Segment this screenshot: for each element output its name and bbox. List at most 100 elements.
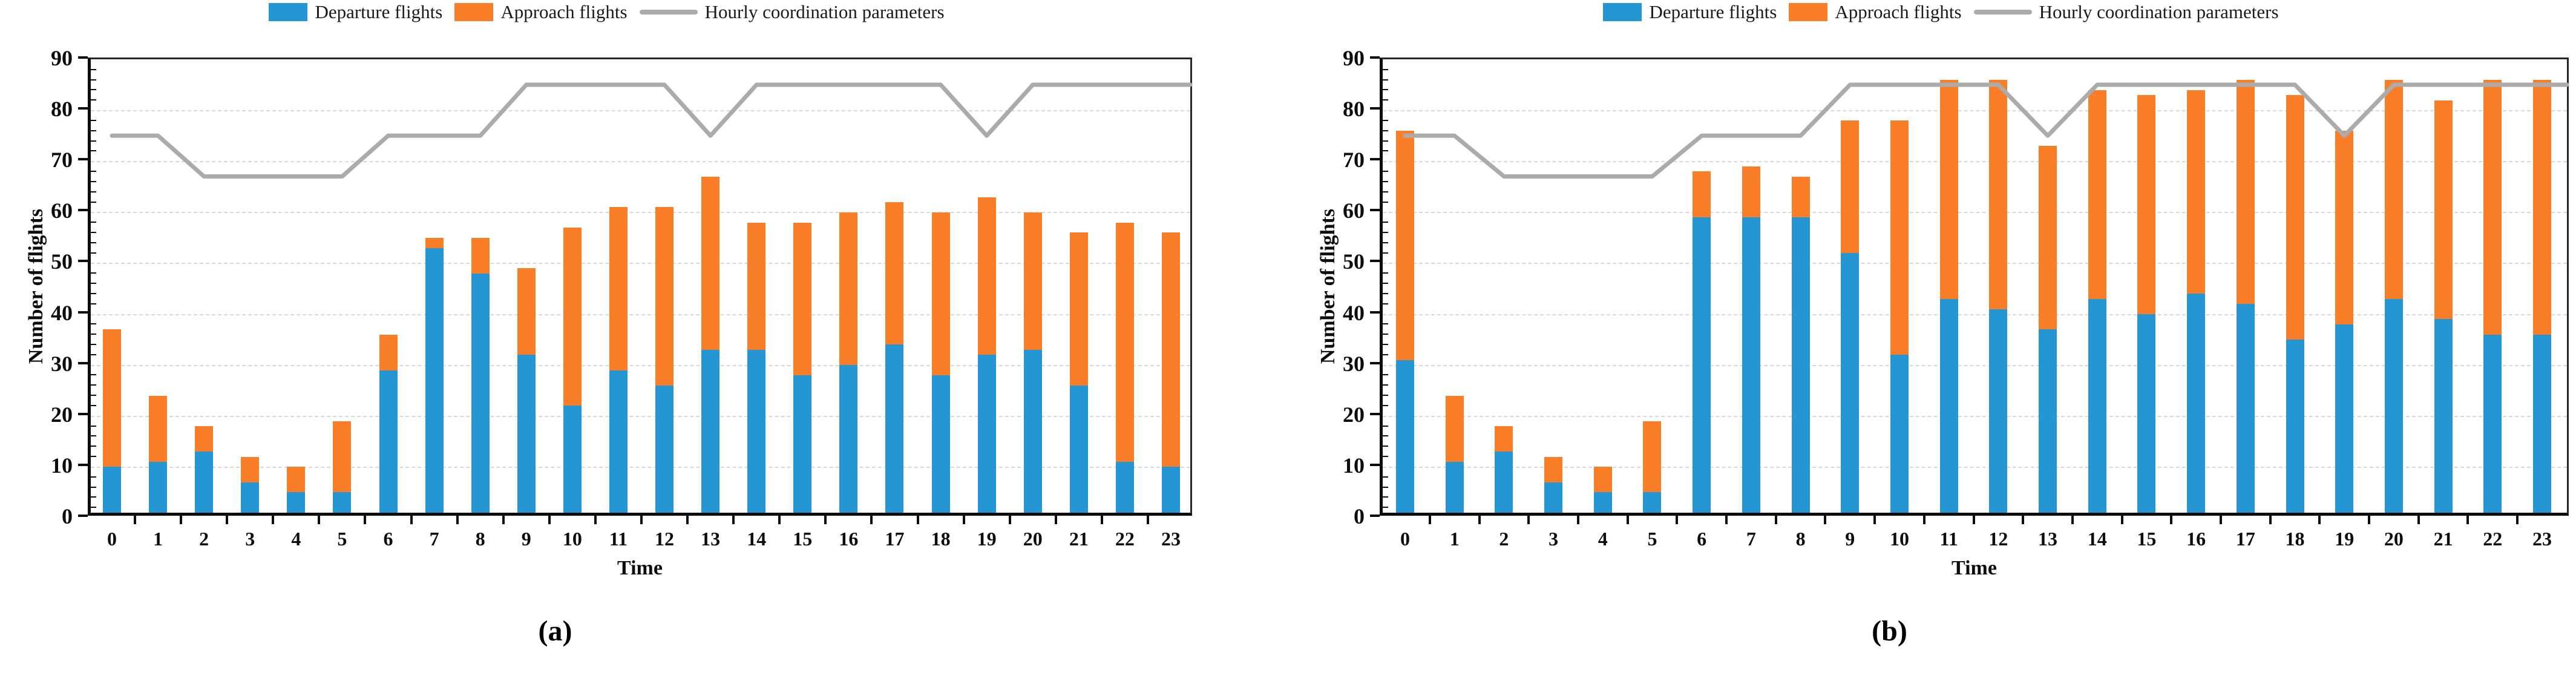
y-minor-tick-mark bbox=[91, 79, 96, 81]
y-minor-tick-mark bbox=[91, 425, 96, 427]
departure-bar-segment bbox=[1069, 385, 1088, 513]
y-gridline bbox=[1383, 263, 2567, 265]
y-tick-mark bbox=[1370, 209, 1380, 212]
coordination-parameters-line bbox=[110, 82, 1193, 179]
y-minor-tick-mark bbox=[91, 303, 96, 304]
y-minor-tick-mark bbox=[1383, 476, 1388, 478]
approach-bar-segment bbox=[2286, 95, 2304, 340]
x-tick-mark bbox=[2269, 516, 2272, 524]
departure-bar-segment bbox=[471, 273, 490, 513]
x-tick-label: 18 bbox=[2285, 528, 2305, 550]
legend-item-departure: Departure flights bbox=[269, 1, 442, 23]
x-tick-label: 22 bbox=[1115, 528, 1135, 550]
y-tick-label: 50 bbox=[1343, 249, 1365, 274]
x-tick-mark bbox=[2417, 516, 2420, 524]
approach-bar-segment bbox=[379, 334, 398, 370]
approach-bar-segment bbox=[1115, 222, 1134, 462]
x-tick-label: 2 bbox=[199, 528, 209, 550]
approach-bar-segment bbox=[1396, 131, 1414, 360]
approach-bar-segment bbox=[241, 456, 260, 482]
y-tick-mark bbox=[1370, 260, 1380, 263]
y-minor-tick-mark bbox=[1383, 191, 1388, 192]
approach-bar-segment bbox=[1069, 232, 1088, 386]
departure-bar-segment bbox=[931, 375, 950, 513]
x-tick-label: 7 bbox=[1746, 528, 1756, 550]
legend-item-parameters: Hourly coordination parameters bbox=[1973, 1, 2279, 23]
y-tick-mark bbox=[78, 515, 88, 517]
y-tick-mark bbox=[78, 158, 88, 161]
y-minor-tick-mark bbox=[1383, 292, 1388, 294]
y-axis-title: Number of flights bbox=[1317, 208, 1339, 364]
parameter-line-swatch-icon bbox=[639, 10, 698, 15]
x-tick-label: 11 bbox=[609, 528, 628, 550]
x-tick-mark bbox=[272, 516, 275, 524]
y-tick-mark bbox=[1370, 56, 1380, 59]
y-minor-tick-mark bbox=[1383, 99, 1388, 101]
y-minor-tick-mark bbox=[1383, 283, 1388, 284]
y-minor-tick-mark bbox=[91, 130, 96, 131]
y-minor-tick-mark bbox=[91, 496, 96, 498]
y-minor-tick-mark bbox=[1383, 303, 1388, 304]
legend-label: Approach flights bbox=[1835, 1, 1962, 22]
departure-bar-segment bbox=[1989, 309, 2008, 513]
x-tick-mark bbox=[1527, 516, 1530, 524]
x-tick-mark bbox=[962, 516, 965, 524]
x-tick-label: 13 bbox=[2038, 528, 2058, 550]
x-tick-label: 8 bbox=[1795, 528, 1806, 550]
departure-bar-segment bbox=[333, 492, 352, 513]
x-tick-label: 3 bbox=[1549, 528, 1559, 550]
y-tick-mark bbox=[78, 463, 88, 466]
approach-bar-segment bbox=[2335, 131, 2354, 324]
y-gridline bbox=[91, 161, 1190, 163]
y-minor-tick-mark bbox=[1383, 119, 1388, 121]
y-minor-tick-mark bbox=[1383, 384, 1388, 386]
x-tick-mark bbox=[1972, 516, 1975, 524]
departure-bar-segment bbox=[793, 375, 812, 513]
x-tick-mark bbox=[1626, 516, 1629, 524]
departure-bar-segment bbox=[1742, 217, 1760, 513]
y-minor-tick-mark bbox=[1383, 425, 1388, 427]
y-gridline bbox=[1383, 466, 2567, 468]
y-tick-label: 30 bbox=[51, 351, 73, 376]
x-tick-label: 6 bbox=[383, 528, 393, 550]
approach-bar-segment bbox=[931, 212, 950, 375]
y-tick-label: 10 bbox=[51, 453, 73, 478]
y-minor-tick-mark bbox=[1383, 395, 1388, 396]
x-tick-mark bbox=[180, 516, 183, 524]
plot-area bbox=[88, 58, 1193, 516]
x-tick-label: 1 bbox=[1449, 528, 1460, 550]
approach-bar-segment bbox=[471, 237, 490, 274]
approach-swatch-icon bbox=[454, 3, 494, 21]
y-gridline bbox=[1383, 212, 2567, 214]
y-minor-tick-mark bbox=[91, 231, 96, 233]
y-tick-mark bbox=[78, 107, 88, 110]
approach-bar-segment bbox=[2483, 80, 2502, 335]
departure-swatch-icon bbox=[1603, 3, 1642, 21]
approach-swatch-icon bbox=[1789, 3, 1828, 21]
y-tick-mark bbox=[1370, 463, 1380, 466]
x-tick-label: 0 bbox=[107, 528, 117, 550]
y-minor-tick-mark bbox=[1383, 323, 1388, 325]
y-tick-mark bbox=[1370, 158, 1380, 161]
departure-bar-segment bbox=[2187, 294, 2206, 513]
x-tick-label: 21 bbox=[1069, 528, 1089, 550]
approach-bar-segment bbox=[1445, 395, 1464, 462]
approach-bar-segment bbox=[1939, 80, 1958, 299]
y-gridline bbox=[1383, 415, 2567, 417]
x-tick-mark bbox=[1054, 516, 1057, 524]
y-minor-tick-mark bbox=[91, 180, 96, 182]
x-tick-label: 10 bbox=[1889, 528, 1909, 550]
departure-bar-segment bbox=[149, 461, 168, 513]
approach-bar-segment bbox=[2137, 95, 2156, 314]
approach-bar-segment bbox=[2236, 80, 2255, 304]
x-tick-label: 11 bbox=[1939, 528, 1958, 550]
approach-bar-segment bbox=[563, 228, 582, 406]
y-tick-label: 0 bbox=[62, 504, 73, 528]
approach-bar-segment bbox=[2384, 80, 2403, 299]
departure-bar-segment bbox=[2286, 340, 2304, 513]
x-tick-mark bbox=[1725, 516, 1728, 524]
departure-bar-segment bbox=[2483, 334, 2502, 513]
x-tick-mark bbox=[1478, 516, 1481, 524]
x-tick-label: 3 bbox=[245, 528, 255, 550]
y-minor-tick-mark bbox=[91, 99, 96, 101]
